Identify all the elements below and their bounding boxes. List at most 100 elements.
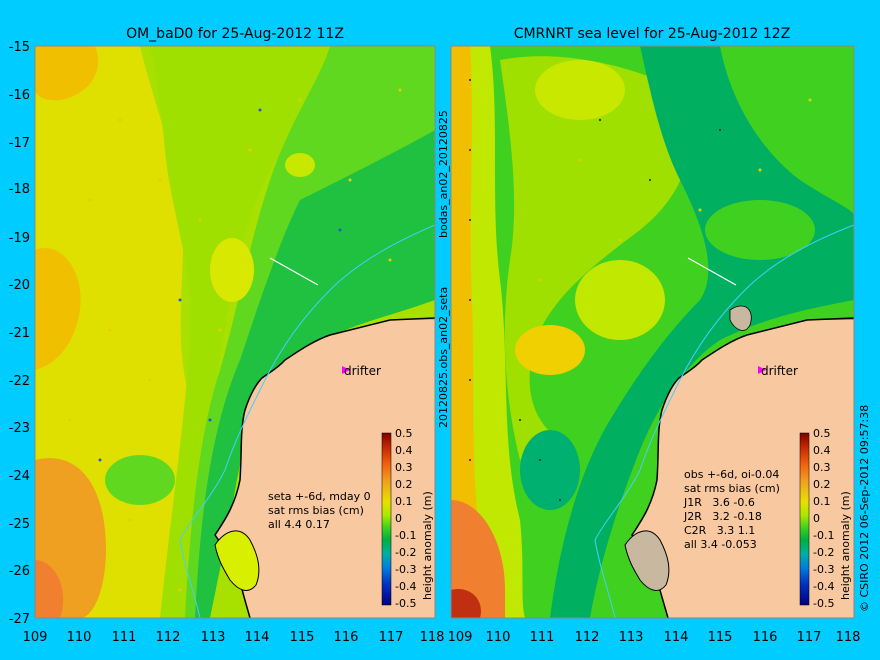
left-colorbar-label: height anomaly (m)	[421, 491, 434, 600]
right-legend-line-6: all 3.4 -0.053	[684, 538, 757, 551]
x-tick: 109	[448, 630, 473, 645]
right-cb-tick: -0.1	[813, 529, 834, 542]
x-tick: 112	[156, 630, 181, 645]
x-tick: 118	[836, 630, 861, 645]
y-tick: -16	[9, 88, 30, 103]
right-cb-tick: -0.2	[813, 546, 834, 559]
right-anomaly-teal-blob	[520, 430, 580, 510]
y-tick: -17	[9, 136, 30, 151]
right-legend-line-4: J2R 3.2 -0.18	[683, 510, 762, 523]
left-anomaly-orange-sw2	[35, 560, 64, 618]
left-anomaly-orange-nw	[35, 46, 99, 101]
right-cb-tick: 0	[813, 512, 820, 525]
x-tick: 117	[797, 630, 822, 645]
x-tick: 111	[112, 630, 137, 645]
x-tick: 109	[23, 630, 48, 645]
left-cb-tick: -0.4	[395, 580, 416, 593]
x-tick: 114	[664, 630, 689, 645]
right-panel-title: CMRNRT sea level for 25-Aug-2012 12Z	[514, 26, 791, 42]
y-tick: -22	[9, 374, 30, 389]
x-tick: 115	[708, 630, 733, 645]
right-anomaly-yellow-blob	[515, 325, 585, 375]
right-anomaly-orange-sw	[451, 500, 505, 618]
left-isobath	[179, 224, 435, 618]
left-anomaly-green-blob	[105, 455, 175, 505]
right-legend-line-2: sat rms bias (cm)	[684, 482, 780, 495]
right-legend-line-5: C2R 3.3 1.1	[684, 524, 755, 537]
right-map-frame	[450, 45, 855, 619]
x-tick: 113	[201, 630, 226, 645]
x-tick: 116	[334, 630, 359, 645]
left-map-panel: OM_baD0 for 25-Aug-2012 11Z drifter seta…	[9, 26, 445, 645]
right-colorbar: 0.5 0.4 0.3 0.2 0.1 0 -0.1 -0.2 -0.3 -0.…	[799, 427, 852, 610]
left-cb-tick: -0.3	[395, 563, 416, 576]
right-obs-dots-yellow	[538, 98, 812, 282]
right-land	[632, 320, 854, 618]
right-track	[687, 257, 737, 286]
left-anomaly-yellow-blob2	[285, 153, 315, 177]
right-x-ticks: 109 110 111 112 113 114 115 116 117 118	[448, 630, 861, 645]
left-panel-title: OM_baD0 for 25-Aug-2012 11Z	[126, 26, 344, 42]
left-cb-tick: 0.5	[395, 427, 413, 440]
x-tick: 115	[290, 630, 315, 645]
right-map-panel: CMRNRT sea level for 25-Aug-2012 12Z dri…	[448, 26, 861, 645]
left-anomaly-yellow-blob1	[210, 238, 254, 302]
right-cb-tick: -0.3	[813, 563, 834, 576]
left-colorbar: 0.5 0.4 0.3 0.2 0.1 0 -0.1 -0.2 -0.3 -0.…	[381, 427, 434, 610]
y-tick: -27	[9, 612, 30, 627]
left-cb-tick: 0.4	[395, 444, 413, 457]
y-tick: -26	[9, 564, 30, 579]
x-tick: 111	[530, 630, 555, 645]
right-legend-line-3: J1R 3.6 -0.6	[683, 496, 755, 509]
right-anomaly-lime-top	[535, 60, 625, 120]
left-anomaly-lightgreen	[150, 46, 332, 618]
left-legend: seta +-6d, mday 0 sat rms bias (cm) all …	[268, 490, 371, 531]
left-cb-tick: 0.1	[395, 495, 413, 508]
y-tick: -21	[9, 326, 30, 341]
x-tick: 113	[619, 630, 644, 645]
right-anomaly-yellowgreen-blob	[575, 260, 665, 340]
right-cb-tick: 0.5	[813, 427, 831, 440]
left-drifter-marker	[342, 366, 350, 374]
right-drifter-label: drifter	[761, 364, 798, 378]
copyright-label: © CSIRO 2012 06-Sep-2012 09:57:38	[858, 405, 871, 612]
x-tick: 118	[420, 630, 445, 645]
left-anomaly-green-shelf	[195, 130, 435, 618]
right-colorbar-ticks: 0.5 0.4 0.3 0.2 0.1 0 -0.1 -0.2 -0.3 -0.…	[813, 427, 834, 610]
left-cb-tick: 0.3	[395, 461, 413, 474]
right-cb-tick: 0.1	[813, 495, 831, 508]
x-tick: 116	[753, 630, 778, 645]
x-tick: 117	[379, 630, 404, 645]
y-tick: -23	[9, 421, 30, 436]
left-cb-tick: -0.1	[395, 529, 416, 542]
right-anomaly-teal	[550, 46, 854, 618]
right-cb-tick: -0.4	[813, 580, 834, 593]
left-cb-tick: 0.2	[395, 478, 413, 491]
right-obs-dots	[469, 79, 721, 501]
x-tick: 110	[486, 630, 511, 645]
right-anomaly-orange-west	[451, 46, 485, 618]
x-tick: 114	[245, 630, 270, 645]
left-legend-line-2: sat rms bias (cm)	[268, 504, 364, 517]
left-shark-bay	[214, 530, 260, 591]
right-anomaly-red-sw	[451, 589, 481, 618]
left-colorbar-scale	[381, 432, 392, 606]
left-colorbar-ticks: 0.5 0.4 0.3 0.2 0.1 0 -0.1 -0.2 -0.3 -0.…	[395, 427, 416, 610]
y-tick: -18	[9, 182, 30, 197]
right-anomaly-green-blob	[705, 200, 815, 260]
left-land	[215, 320, 435, 618]
left-legend-line-3: all 4.4 0.17	[268, 518, 330, 531]
left-cb-tick: -0.5	[395, 597, 416, 610]
left-track	[269, 257, 319, 286]
right-legend-line-1: obs +-6d, oi-0.04	[684, 468, 779, 481]
y-tick: -25	[9, 517, 30, 532]
right-shelf-gray	[729, 305, 752, 331]
right-colorbar-label: height anomaly (m)	[839, 491, 852, 600]
left-obs-dots	[68, 88, 402, 592]
left-cb-tick: 0	[395, 512, 402, 525]
right-cb-tick: 0.3	[813, 461, 831, 474]
x-tick: 110	[67, 630, 92, 645]
left-anomaly-yellow-blob3	[65, 395, 155, 465]
right-shark-bay	[624, 530, 670, 591]
